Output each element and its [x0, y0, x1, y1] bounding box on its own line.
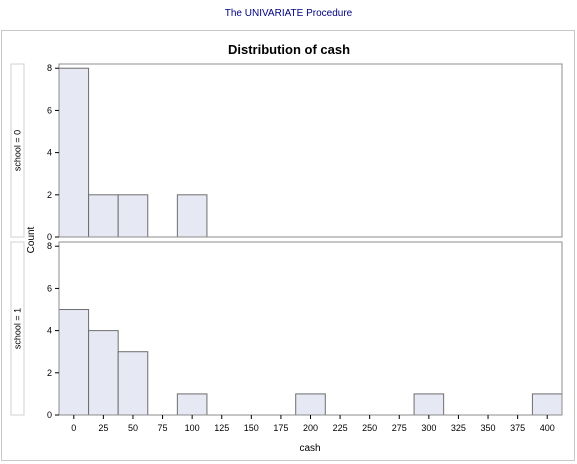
panel-2: school = 1 0 2 4 6 8: [10, 241, 563, 420]
x-tick-label: 275: [392, 423, 407, 433]
y-tick-label: 8: [47, 63, 52, 73]
procedure-title: The UNIVARIATE Procedure: [224, 8, 353, 19]
x-tick-label: 250: [362, 423, 377, 433]
x-tick-label: 175: [273, 423, 288, 433]
x-tick-label: 350: [481, 423, 496, 433]
histogram-bar: [176, 194, 208, 238]
panel-label: school = 0: [13, 130, 23, 171]
x-tick-label: 325: [451, 423, 466, 433]
y-tick-label: 2: [47, 368, 52, 378]
y-tick-label: 0: [47, 410, 52, 420]
histogram-bar: [58, 309, 90, 416]
x-tick-label: 100: [185, 423, 200, 433]
histogram-bar: [176, 393, 208, 416]
y-axis-label: Count: [26, 226, 37, 253]
histogram-bar: [531, 393, 563, 416]
x-tick-label: 400: [540, 423, 555, 433]
x-tick-label: 0: [71, 423, 76, 433]
x-tick-label: 75: [158, 423, 168, 433]
panel-1: school = 0 0 2 4 6 8: [10, 63, 563, 242]
y-tick-label: 6: [47, 283, 52, 293]
x-axis-label: cash: [299, 443, 320, 454]
x-axis: 0 25 50 75 100 125 150 175 200 225 250 275 300 325 350…: [71, 415, 555, 433]
histogram-bar: [413, 393, 445, 416]
chart-title: Distribution of cash: [228, 42, 350, 57]
x-tick-label: 150: [244, 423, 259, 433]
histogram-bar: [117, 194, 149, 238]
x-tick-label: 300: [421, 423, 436, 433]
x-tick-label: 50: [128, 423, 138, 433]
x-tick-label: 25: [98, 423, 108, 433]
panel-label: school = 1: [13, 308, 23, 349]
panel-strip: [10, 241, 25, 416]
graph-frame: [1, 30, 575, 461]
x-tick-label: 200: [303, 423, 318, 433]
histogram-bar: [58, 67, 90, 238]
histogram-bar: [88, 330, 119, 416]
histogram-bar: [117, 351, 149, 416]
histogram-bar: [295, 393, 326, 416]
histogram-bar: [88, 194, 119, 238]
panels-group: school = 0 0 2 4 6 8 school = 1 0 2 4 6 8: [10, 63, 563, 420]
x-tick-label: 375: [510, 423, 525, 433]
x-tick-label: 225: [333, 423, 348, 433]
y-tick-label: 4: [47, 326, 52, 336]
y-tick-label: 8: [47, 241, 52, 251]
plot-border: [58, 63, 563, 238]
y-tick-label: 0: [47, 232, 52, 242]
y-tick-label: 6: [47, 105, 52, 115]
y-tick-label: 2: [47, 190, 52, 200]
x-tick-label: 125: [214, 423, 229, 433]
panel-strip: [10, 63, 25, 238]
y-tick-label: 4: [47, 148, 52, 158]
